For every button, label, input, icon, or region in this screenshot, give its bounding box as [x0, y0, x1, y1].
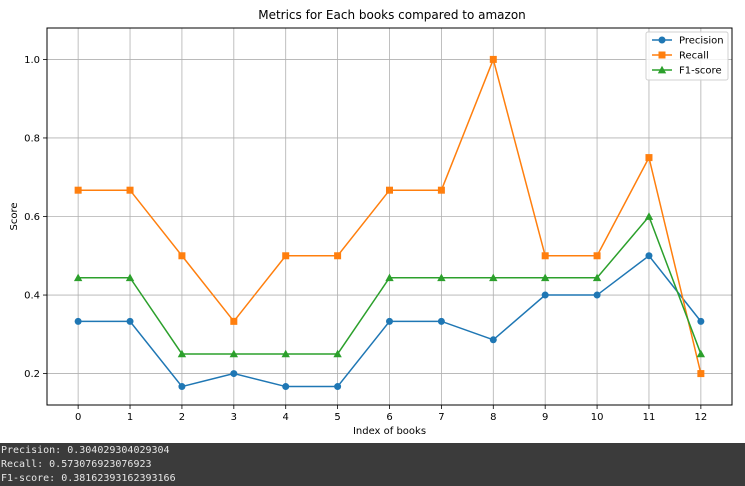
data-point-precision	[645, 252, 653, 260]
x-tick-label: 3	[231, 412, 237, 423]
data-point-f1-score	[385, 273, 394, 282]
x-tick-label: 12	[694, 412, 707, 423]
legend-label-f1-score: F1-score	[679, 66, 722, 77]
x-tick-label: 8	[490, 412, 496, 423]
data-point-recall	[230, 317, 238, 325]
data-point-precision	[178, 383, 186, 391]
x-tick-label: 6	[386, 412, 392, 423]
legend-marker-f1-score	[657, 65, 667, 74]
series-f1-score	[73, 212, 706, 358]
data-point-f1-score	[177, 349, 187, 358]
legend-item-precision: Precision	[652, 36, 724, 47]
data-point-recall	[489, 55, 497, 63]
console-line-f1: F1-score: 0.38162393162393166	[1, 473, 176, 484]
legend-marker-precision	[658, 36, 666, 44]
data-point-f1-score	[644, 212, 654, 220]
line-chart: Metrics for Each books compared to amazo…	[9, 8, 733, 437]
data-point-precision	[437, 317, 445, 325]
data-point-precision	[697, 317, 705, 325]
x-tick-label: 0	[75, 412, 81, 423]
data-point-f1-score	[437, 273, 446, 282]
data-point-recall	[437, 186, 445, 194]
data-point-precision	[489, 336, 497, 344]
x-tick-label: 1	[127, 412, 133, 423]
data-point-recall	[178, 252, 186, 260]
x-tick-label: 7	[438, 412, 444, 423]
chart-figure: Metrics for Each books compared to amazo…	[0, 0, 745, 443]
data-point-recall	[74, 186, 82, 194]
chart-title: Metrics for Each books compared to amazo…	[258, 8, 526, 22]
legend-item-f1-score: F1-score	[652, 66, 722, 77]
y-axis-label: Score	[9, 202, 20, 230]
data-point-recall	[645, 154, 653, 162]
x-tick-label: 11	[643, 412, 656, 423]
y-tick-label: 0.6	[24, 212, 40, 223]
y-tick-label: 0.4	[24, 291, 40, 302]
tick-layer: 0 1 2 3 4 5 6 7 8 9 10 11 120.20.40.60.81.0	[24, 55, 707, 423]
series-precision	[74, 252, 705, 391]
legend-marker-recall	[658, 51, 666, 59]
legend-label-recall: Recall	[679, 51, 709, 62]
y-tick-label: 0.2	[24, 369, 40, 380]
data-point-precision	[74, 317, 82, 325]
y-tick-label: 1.0	[24, 55, 40, 66]
data-point-precision	[126, 317, 134, 325]
data-point-f1-score	[540, 273, 550, 282]
data-point-precision	[230, 370, 238, 378]
x-tick-label: 4	[283, 412, 289, 423]
series-recall	[74, 55, 705, 378]
data-point-f1-score	[125, 273, 135, 282]
data-point-precision	[282, 383, 290, 391]
x-tick-label: 10	[591, 412, 604, 423]
data-point-precision	[593, 291, 601, 299]
data-point-recall	[541, 252, 549, 260]
series-layer	[73, 55, 706, 391]
legend-box	[645, 31, 729, 81]
data-point-recall	[593, 252, 601, 260]
data-point-f1-score	[73, 273, 83, 282]
grid-layer	[47, 28, 732, 405]
data-point-recall	[386, 186, 393, 194]
legend: Precision Recall F1-score	[645, 31, 729, 81]
data-point-f1-score	[592, 273, 602, 282]
console-line-precision: Precision: 0.304029304029304	[1, 445, 170, 456]
data-point-recall	[126, 186, 134, 194]
data-point-f1-score	[229, 349, 239, 358]
data-point-f1-score	[333, 349, 342, 358]
legend-label-precision: Precision	[679, 36, 724, 47]
console-output: Precision: 0.304029304029304 Recall: 0.5…	[0, 443, 745, 486]
x-tick-label: 9	[542, 412, 548, 423]
data-point-recall	[334, 252, 342, 260]
data-point-recall	[282, 252, 290, 260]
data-point-f1-score	[281, 349, 290, 358]
data-point-f1-score	[489, 273, 498, 282]
legend-item-recall: Recall	[652, 51, 709, 62]
x-axis-label: Index of books	[353, 426, 426, 437]
x-tick-label: 5	[334, 412, 340, 423]
x-tick-label: 2	[179, 412, 185, 423]
data-point-recall	[697, 370, 705, 378]
console-line-recall: Recall: 0.573076923076923	[1, 459, 152, 470]
data-point-precision	[334, 383, 342, 391]
y-tick-label: 0.8	[24, 133, 40, 144]
data-point-f1-score	[696, 349, 706, 358]
data-point-precision	[386, 317, 393, 325]
data-point-precision	[541, 291, 549, 299]
